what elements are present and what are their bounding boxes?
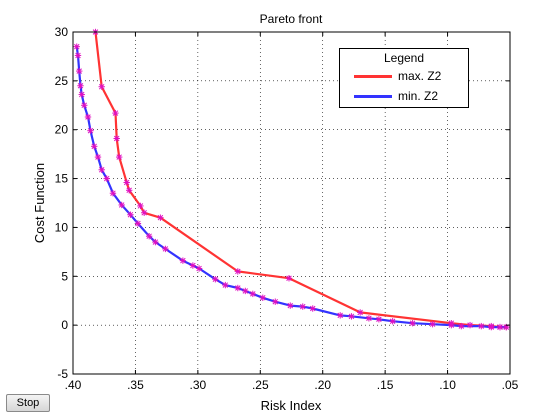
data-point-max-z2 <box>115 153 123 161</box>
y-tick-label: -5 <box>57 367 68 381</box>
data-point-min-z2 <box>74 52 82 59</box>
data-point-min-z2 <box>488 323 495 331</box>
x-tick-label: .40 <box>65 378 82 392</box>
data-point-min-z2 <box>375 316 383 323</box>
data-point-min-z2 <box>78 91 85 98</box>
x-tick-label: .35 <box>127 378 144 392</box>
data-point-min-z2 <box>84 113 92 121</box>
y-axis-label: Cost Function <box>32 163 47 243</box>
data-point-min-z2 <box>222 281 229 289</box>
data-point-min-z2 <box>152 238 159 246</box>
y-tick-label: 30 <box>55 25 69 39</box>
data-point-max-z2 <box>112 109 119 117</box>
data-point-min-z2 <box>348 313 355 320</box>
x-tick-label: .10 <box>439 378 456 392</box>
legend-label-min-z2: min. Z2 <box>398 89 439 103</box>
data-point-min-z2 <box>448 321 455 329</box>
plot-frame <box>72 31 511 375</box>
data-point-min-z2 <box>249 290 256 298</box>
data-point-min-z2 <box>94 153 102 161</box>
data-point-max-z2 <box>234 268 242 275</box>
y-tick-label: 15 <box>55 172 69 186</box>
data-point-min-z2 <box>118 201 125 209</box>
data-point-min-z2 <box>76 67 83 75</box>
data-point-max-z2 <box>125 187 133 194</box>
y-tick-label: 10 <box>55 220 69 234</box>
data-point-min-z2 <box>109 190 117 197</box>
data-point-max-z2 <box>123 179 130 186</box>
data-point-min-z2 <box>299 303 306 310</box>
grid <box>73 32 510 374</box>
data-point-min-z2 <box>87 127 94 134</box>
data-point-min-z2 <box>73 43 80 50</box>
x-tick-label: .15 <box>377 378 394 392</box>
data-point-max-z2 <box>356 309 364 316</box>
data-point-min-z2 <box>496 323 504 331</box>
legend-entry-max-z2: max. Z2 <box>354 68 441 84</box>
data-point-min-z2 <box>145 233 153 240</box>
data-point-min-z2 <box>162 245 169 253</box>
x-tick-label: .05 <box>502 378 519 392</box>
x-tick-label: .30 <box>190 378 207 392</box>
ticks: .40 .35 .30 .25 .20 .15 .10 .05 -5 0 5 10 15 20 25 30 <box>55 25 519 392</box>
data-point-min-z2 <box>103 175 110 182</box>
data-point-min-z2 <box>212 276 219 283</box>
data-point-min-z2 <box>242 287 249 295</box>
data-point-min-z2 <box>91 143 98 150</box>
data-point-max-z2 <box>157 214 164 221</box>
data-point-min-z2 <box>478 322 485 330</box>
data-point-min-z2 <box>365 315 373 322</box>
chart-title: Pareto front <box>260 12 323 26</box>
data-point-max-z2 <box>113 135 120 142</box>
data-point-min-z2 <box>127 211 134 218</box>
data-point-min-z2 <box>98 166 105 173</box>
data-point-max-z2 <box>137 202 144 210</box>
data-point-min-z2 <box>259 294 266 301</box>
data-point-min-z2 <box>195 265 203 272</box>
data-point-min-z2 <box>189 262 197 269</box>
legend-label-max-z2: max. Z2 <box>398 69 442 83</box>
data-point-min-z2 <box>287 302 294 309</box>
data-point-max-z2 <box>98 83 105 90</box>
y-tick-label: 25 <box>55 74 69 88</box>
y-tick-label: 20 <box>55 123 69 137</box>
data-point-min-z2 <box>389 318 396 325</box>
data-point-min-z2 <box>429 320 436 328</box>
data-point-min-z2 <box>336 312 344 319</box>
stop-button[interactable]: Stop <box>6 394 50 412</box>
legend-title: Legend <box>383 51 425 65</box>
data-point-min-z2 <box>77 82 84 89</box>
data-point-max-z2 <box>466 321 474 329</box>
legend-swatch-max-z2 <box>354 74 392 78</box>
data-point-min-z2 <box>409 319 416 327</box>
legend-entry-min-z2: min. Z2 <box>354 88 438 104</box>
y-tick-label: 5 <box>61 269 68 283</box>
x-tick-label: .25 <box>252 378 269 392</box>
y-tick-label: 0 <box>61 318 68 332</box>
data-point-min-z2 <box>81 102 88 109</box>
series-layer <box>73 28 510 331</box>
data-point-min-z2 <box>272 298 279 305</box>
data-point-min-z2 <box>234 284 242 292</box>
legend-swatch-min-z2 <box>354 94 392 98</box>
x-axis-label: Risk Index <box>261 398 322 413</box>
data-point-min-z2 <box>458 322 465 330</box>
x-tick-label: .20 <box>314 378 331 392</box>
data-point-max-z2 <box>140 209 148 216</box>
data-point-min-z2 <box>309 305 316 312</box>
legend: Legend max. Z2 min. Z2 <box>339 48 469 108</box>
data-point-max-z2 <box>285 275 293 282</box>
data-point-min-z2 <box>134 220 142 227</box>
data-point-min-z2 <box>179 257 187 264</box>
